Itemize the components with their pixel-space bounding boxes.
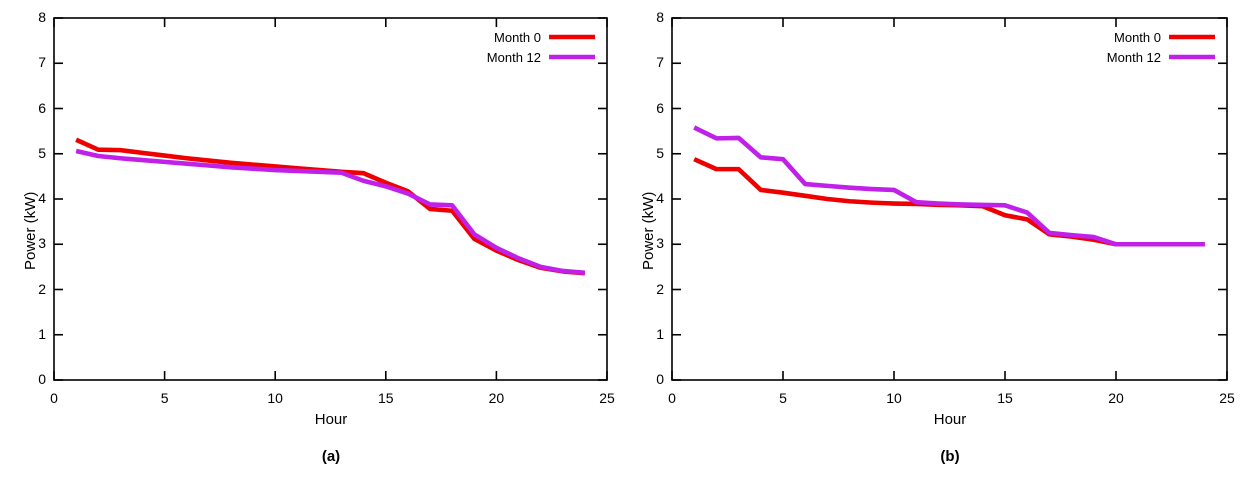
x-tick-label: 25 bbox=[1219, 390, 1235, 406]
y-tick-label: 8 bbox=[656, 9, 664, 25]
chart-panel-a: Month 0 Month 12 0 1 2 3 4 5 6 7 8 0 5 10 15 20 25 Pow… bbox=[22, 9, 615, 465]
x-tick-label: 15 bbox=[997, 390, 1013, 406]
legend-label-1: Month 12 bbox=[1107, 50, 1161, 65]
panel-caption-a: (a) bbox=[321, 448, 341, 465]
legend-label-1: Month 12 bbox=[487, 50, 541, 65]
x-tick-label: 15 bbox=[378, 390, 394, 406]
x-tick-label: 25 bbox=[599, 390, 615, 406]
y-axis-label-b: Power (kW) bbox=[640, 191, 657, 270]
y-tick-label: 2 bbox=[38, 280, 46, 297]
y-tick-label: 0 bbox=[656, 371, 664, 387]
plot-area-b: Month 0 Month 12 bbox=[671, 17, 1228, 381]
data-lines-a bbox=[75, 137, 586, 276]
legend-label-0: Month 0 bbox=[1114, 30, 1161, 45]
y-tick-label: 6 bbox=[38, 99, 46, 116]
y-axis-label-a: Power (kW) bbox=[22, 191, 39, 270]
y-tick-label: 8 bbox=[38, 9, 46, 25]
y-tick-label: 4 bbox=[656, 190, 664, 206]
y-tick-label: 1 bbox=[38, 325, 46, 342]
x-tick-label: 20 bbox=[488, 390, 505, 406]
y-tick-label: 5 bbox=[38, 144, 46, 161]
y-tick-label: 6 bbox=[656, 99, 664, 116]
axis-frame-a bbox=[53, 17, 608, 381]
x-tick-label: 10 bbox=[886, 390, 902, 406]
legend-b: Month 0 Month 12 bbox=[1107, 30, 1215, 65]
x-axis-label-a: Hour bbox=[314, 411, 348, 428]
x-axis-label-b: Hour bbox=[933, 411, 967, 428]
y-tick-label: 3 bbox=[656, 235, 664, 252]
y-tick-label: 7 bbox=[38, 54, 46, 71]
x-tick-label: 0 bbox=[668, 390, 676, 406]
y-tick-label: 1 bbox=[656, 325, 664, 342]
y-tick-label: 0 bbox=[38, 371, 46, 387]
y-tick-label: 3 bbox=[38, 235, 46, 252]
x-tick-label: 5 bbox=[160, 390, 169, 406]
axis-ticks-b bbox=[671, 17, 1228, 381]
series-line-month-12 bbox=[75, 148, 586, 276]
legend-label-0: Month 0 bbox=[494, 30, 541, 45]
axis-frame-b bbox=[671, 17, 1228, 381]
panel-caption-b: (b) bbox=[940, 448, 960, 465]
y-tick-label: 7 bbox=[656, 54, 664, 71]
x-tick-label: 0 bbox=[50, 390, 58, 406]
y-tick-label: 2 bbox=[656, 280, 664, 297]
plot-area-a: Month 0 Month 12 bbox=[53, 17, 608, 381]
legend-a: Month 0 Month 12 bbox=[487, 30, 595, 65]
chart-panel-b: Month 0 Month 12 0 1 2 3 4 5 6 7 8 0 5 10 15 20 25 Pow… bbox=[627, 0, 1255, 480]
y-tick-label: 4 bbox=[38, 190, 46, 206]
data-lines-b bbox=[693, 125, 1205, 247]
y-tick-label: 5 bbox=[656, 144, 664, 161]
x-tick-label: 5 bbox=[779, 390, 787, 406]
series-line-month-12 bbox=[693, 125, 1205, 247]
x-tick-label: 20 bbox=[1108, 390, 1124, 406]
axis-ticks-a bbox=[53, 17, 608, 381]
x-tick-label: 10 bbox=[267, 390, 283, 406]
